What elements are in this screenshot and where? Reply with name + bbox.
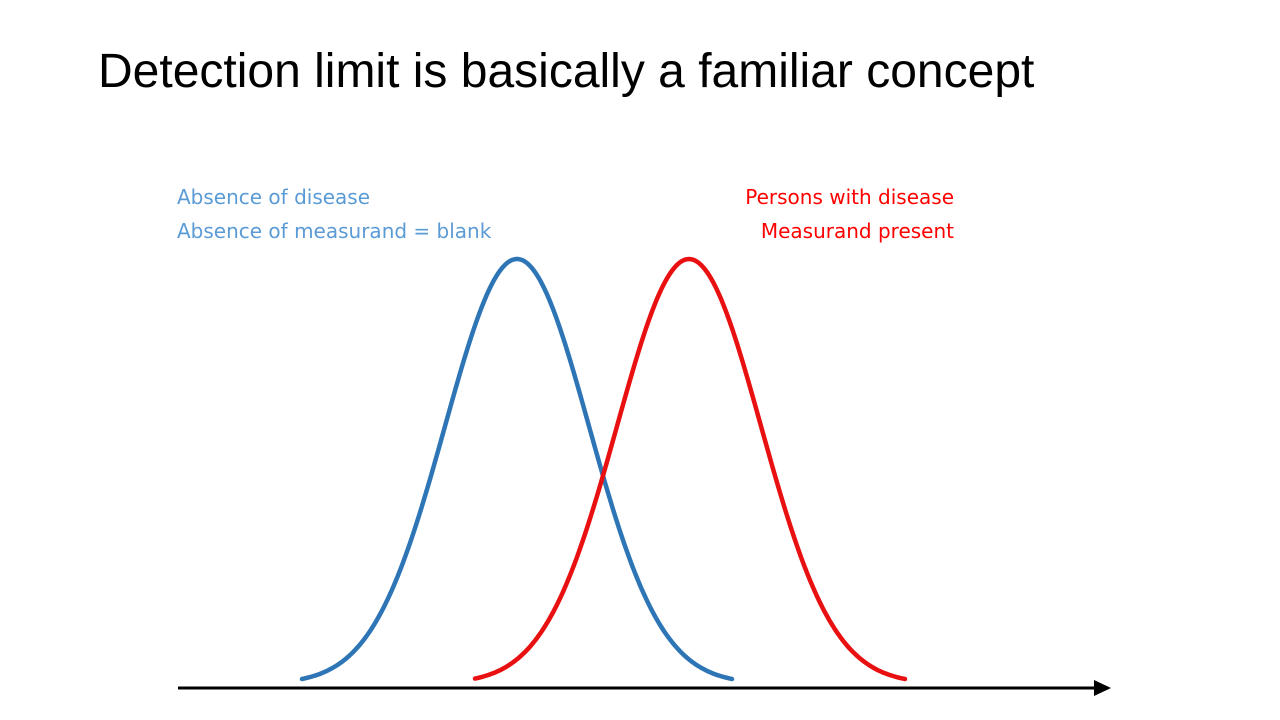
blank-population-label-line1: Absence of disease (177, 185, 371, 209)
blank-population-label: Absence of disease Absence of measurand … (177, 180, 491, 248)
disease-distribution-curve (472, 256, 908, 682)
slide-title: Detection limit is basically a familiar … (98, 45, 1035, 98)
blank-distribution-curve (299, 256, 735, 682)
blank-population-label-line2: Absence of measurand = blank (177, 219, 492, 243)
disease-population-label-line1: Persons with disease (745, 185, 954, 209)
disease-population-label: Persons with disease Measurand present (745, 180, 954, 248)
disease-population-label-line2: Measurand present (760, 219, 954, 243)
right-arrow-icon (1094, 680, 1111, 696)
